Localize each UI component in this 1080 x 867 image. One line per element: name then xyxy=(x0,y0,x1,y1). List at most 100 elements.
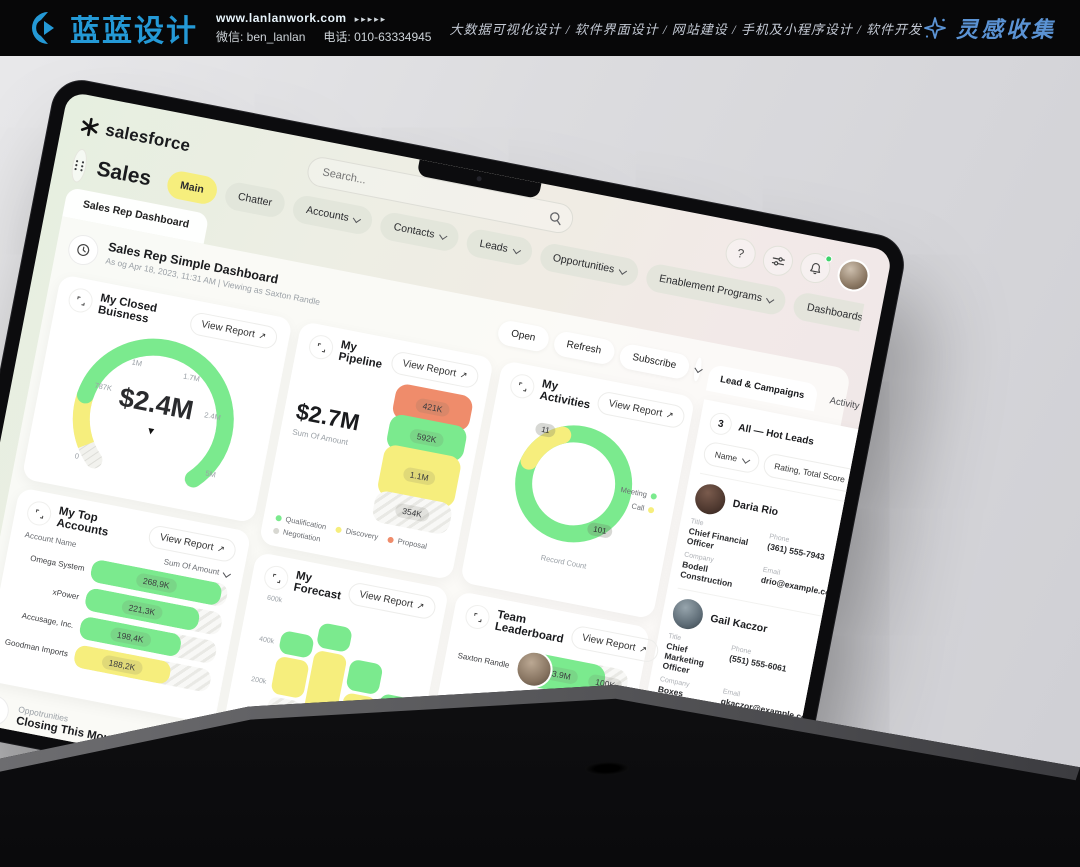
notification-dot xyxy=(824,254,833,264)
search-bar[interactable] xyxy=(305,154,576,236)
chevron-down-icon xyxy=(694,364,703,374)
view-report-button[interactable]: View Report ↗ xyxy=(569,623,660,664)
chevron-down-icon xyxy=(766,295,775,304)
camera-dot xyxy=(476,175,483,182)
brand-website: www.lanlanwork.com xyxy=(216,10,347,25)
bell-icon xyxy=(809,262,820,274)
settings-button[interactable] xyxy=(760,243,796,279)
nav-tab-accounts[interactable]: Accounts xyxy=(290,193,375,237)
dashboard-header: Sales Rep Simple Dashboard As og Apr 18,… xyxy=(63,228,503,349)
expand-button[interactable] xyxy=(25,499,54,528)
nav-tab-contacts[interactable]: Contacts xyxy=(378,210,461,254)
chevron-down-icon xyxy=(222,568,232,578)
brand-logo-icon xyxy=(32,12,54,44)
sliders-icon xyxy=(771,256,785,265)
expand-button[interactable] xyxy=(508,372,537,401)
arrow-up-right-icon: ↗ xyxy=(415,599,426,612)
open-list-button[interactable]: ↗ xyxy=(876,480,888,495)
salesforce-logo: salesforce xyxy=(78,115,192,156)
expand-button[interactable] xyxy=(66,286,95,315)
nav-tab-leads[interactable]: Leads xyxy=(464,227,534,268)
bar-value: 188,2K xyxy=(100,653,144,676)
promo-banner: 蓝蓝设计 www.lanlanwork.com ▸▸▸▸▸ 微信: ben_lan… xyxy=(0,0,1080,56)
services-list: 大数据可视化设计 / 软件界面设计 / 网站建设 / 手机及小程序设计 / 软件… xyxy=(449,21,922,37)
gauge-tick: 5M xyxy=(204,468,217,480)
subscribe-button[interactable]: Subscribe xyxy=(617,342,692,381)
expand-icon xyxy=(317,342,325,352)
collect-brand: 灵感收集 xyxy=(922,12,1056,44)
chevron-down-icon xyxy=(618,266,628,275)
more-options-icon[interactable]: ··· xyxy=(885,450,893,464)
score-value: 61 xyxy=(832,665,844,678)
gauge-tick: 1M xyxy=(130,357,143,369)
activities-donut: 11 101 Meeting Call xyxy=(492,402,666,568)
y-tick: 600k xyxy=(266,594,283,605)
help-button[interactable]: ? xyxy=(723,235,759,272)
briefcase-icon xyxy=(0,703,1,718)
legend-proposal: Proposal xyxy=(387,535,428,551)
dashboard-clock-button[interactable] xyxy=(65,232,101,268)
legend-discovery: Discovery xyxy=(335,524,379,541)
expand-icon xyxy=(473,612,482,622)
app-launcher-button[interactable] xyxy=(69,147,90,184)
brand-contact: www.lanlanwork.com ▸▸▸▸▸ 微信: ben_lanlan 电话… xyxy=(216,9,449,47)
bar-value: 268,9K xyxy=(134,571,178,594)
brand-phone: 电话: 010-63334945 xyxy=(323,30,432,44)
user-avatar[interactable] xyxy=(834,256,873,295)
widget-title: My Pipeline xyxy=(337,339,384,372)
top-accounts-card: My Top Accounts View Report ↗ Account Nam… xyxy=(0,487,252,725)
y-tick: 200k xyxy=(250,676,267,687)
search-icon xyxy=(550,211,561,225)
arrows-decoration: ▸▸▸▸▸ xyxy=(354,13,388,24)
notifications-button[interactable] xyxy=(797,250,833,286)
score-ring: 61 xyxy=(818,652,858,692)
avatar xyxy=(692,481,728,517)
expand-icon xyxy=(518,381,527,392)
activities-card: My Activities View Report ↗ 11 10 xyxy=(459,360,696,620)
nav-tab-main[interactable]: Main xyxy=(164,169,220,207)
expand-button[interactable] xyxy=(262,563,291,592)
widget-title: Team Leaderboard xyxy=(493,608,565,646)
brand-wechat: 微信: ben_lanlan xyxy=(216,30,306,44)
arrow-up-right-icon: ↗ xyxy=(459,368,469,381)
chevron-down-icon xyxy=(512,245,521,255)
expand-icon xyxy=(272,573,280,583)
pipeline-card: My Pipeline View Report ↗ $2.7M Sum Of Am… xyxy=(258,321,495,581)
tab-activity[interactable]: Activity xyxy=(828,395,861,412)
pipeline-funnel: 421K 592K 1.1M 354K xyxy=(370,382,475,536)
briefcase-button[interactable] xyxy=(0,692,12,728)
chevron-down-icon xyxy=(849,476,858,485)
expand-button[interactable] xyxy=(463,602,492,632)
brand-logo: 蓝蓝设计 xyxy=(24,6,198,50)
widget-title: My Forecast xyxy=(292,569,342,603)
refresh-button[interactable]: Refresh xyxy=(551,329,617,366)
arrow-up-right-icon: ↗ xyxy=(665,408,675,421)
bar-value: 221,3K xyxy=(120,598,164,621)
sparkle-star-icon xyxy=(924,17,946,39)
closed-business-gauge: 0 787K 1M 1.7M 2.4M 5M $2.4M ▼ xyxy=(39,312,272,501)
collect-label: 灵感收集 xyxy=(955,17,1056,42)
chevron-down-icon xyxy=(439,231,448,240)
bar-value: 198,4K xyxy=(108,625,152,648)
more-actions-button[interactable] xyxy=(692,357,703,382)
avatar xyxy=(670,596,706,632)
forecast-card: My Forecast View Report ↗ 600k 400k 200k … xyxy=(213,551,450,811)
closed-business-card: My Closed Buisness View Report ↗ xyxy=(21,274,293,524)
y-tick: 400k xyxy=(258,635,275,646)
open-button[interactable]: Open xyxy=(496,318,551,353)
arrow-up-right-icon: ↗ xyxy=(257,329,268,341)
expand-button[interactable] xyxy=(307,333,336,362)
nav-tab-chatter[interactable]: Chatter xyxy=(222,180,288,220)
expand-icon xyxy=(35,508,43,519)
leads-count-badge: 3 xyxy=(707,410,734,437)
leaderboard-card: Team Leaderboard View Report ↗ Saxton Ran… xyxy=(425,590,660,796)
score-value: 92 xyxy=(854,551,867,563)
chevron-down-icon xyxy=(353,214,362,224)
grid-dots-icon xyxy=(74,160,85,172)
filter-name[interactable]: Name xyxy=(701,440,762,475)
score-ring: 92 xyxy=(840,537,880,577)
salesforce-star-icon xyxy=(80,117,99,137)
chevron-down-icon xyxy=(741,455,751,464)
arrow-up-right-icon: ↗ xyxy=(638,643,648,655)
